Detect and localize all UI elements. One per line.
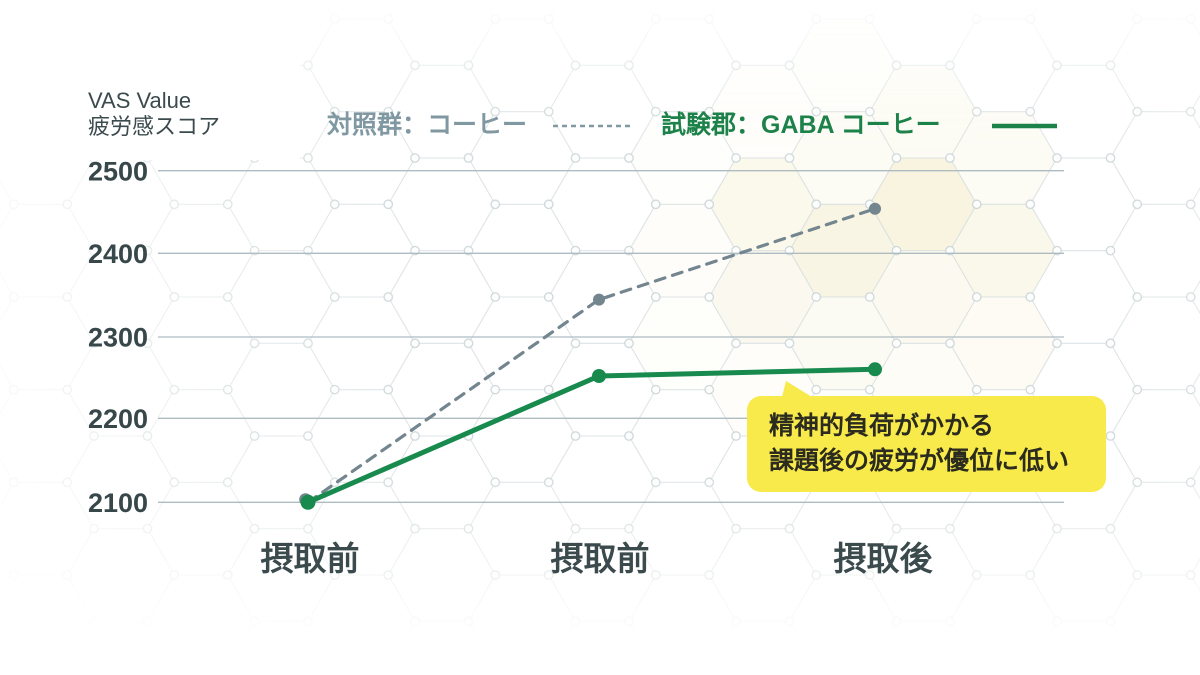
svg-text:VAS Value: VAS Value: [88, 88, 191, 113]
svg-text:摂取前: 摂取前: [551, 540, 650, 577]
svg-text:摂取前: 摂取前: [261, 540, 360, 577]
svg-text:精神的負荷がかかる: 精神的負荷がかかる: [769, 411, 994, 440]
svg-text:2200: 2200: [88, 404, 148, 434]
svg-text:2100: 2100: [88, 488, 148, 518]
svg-text:摂取後: 摂取後: [834, 540, 934, 577]
svg-text:2400: 2400: [88, 239, 148, 269]
svg-text:2300: 2300: [88, 323, 148, 353]
svg-text:疲労感スコア: 疲労感スコア: [88, 114, 220, 139]
svg-text:試験郡：GABA コーヒー: 試験郡：GABA コーヒー: [661, 110, 941, 139]
svg-text:対照群：コーヒー: 対照群：コーヒー: [327, 111, 527, 139]
svg-text:2500: 2500: [88, 157, 148, 187]
svg-text:課題後の疲労が優位に低い: 課題後の疲労が優位に低い: [769, 446, 1069, 475]
